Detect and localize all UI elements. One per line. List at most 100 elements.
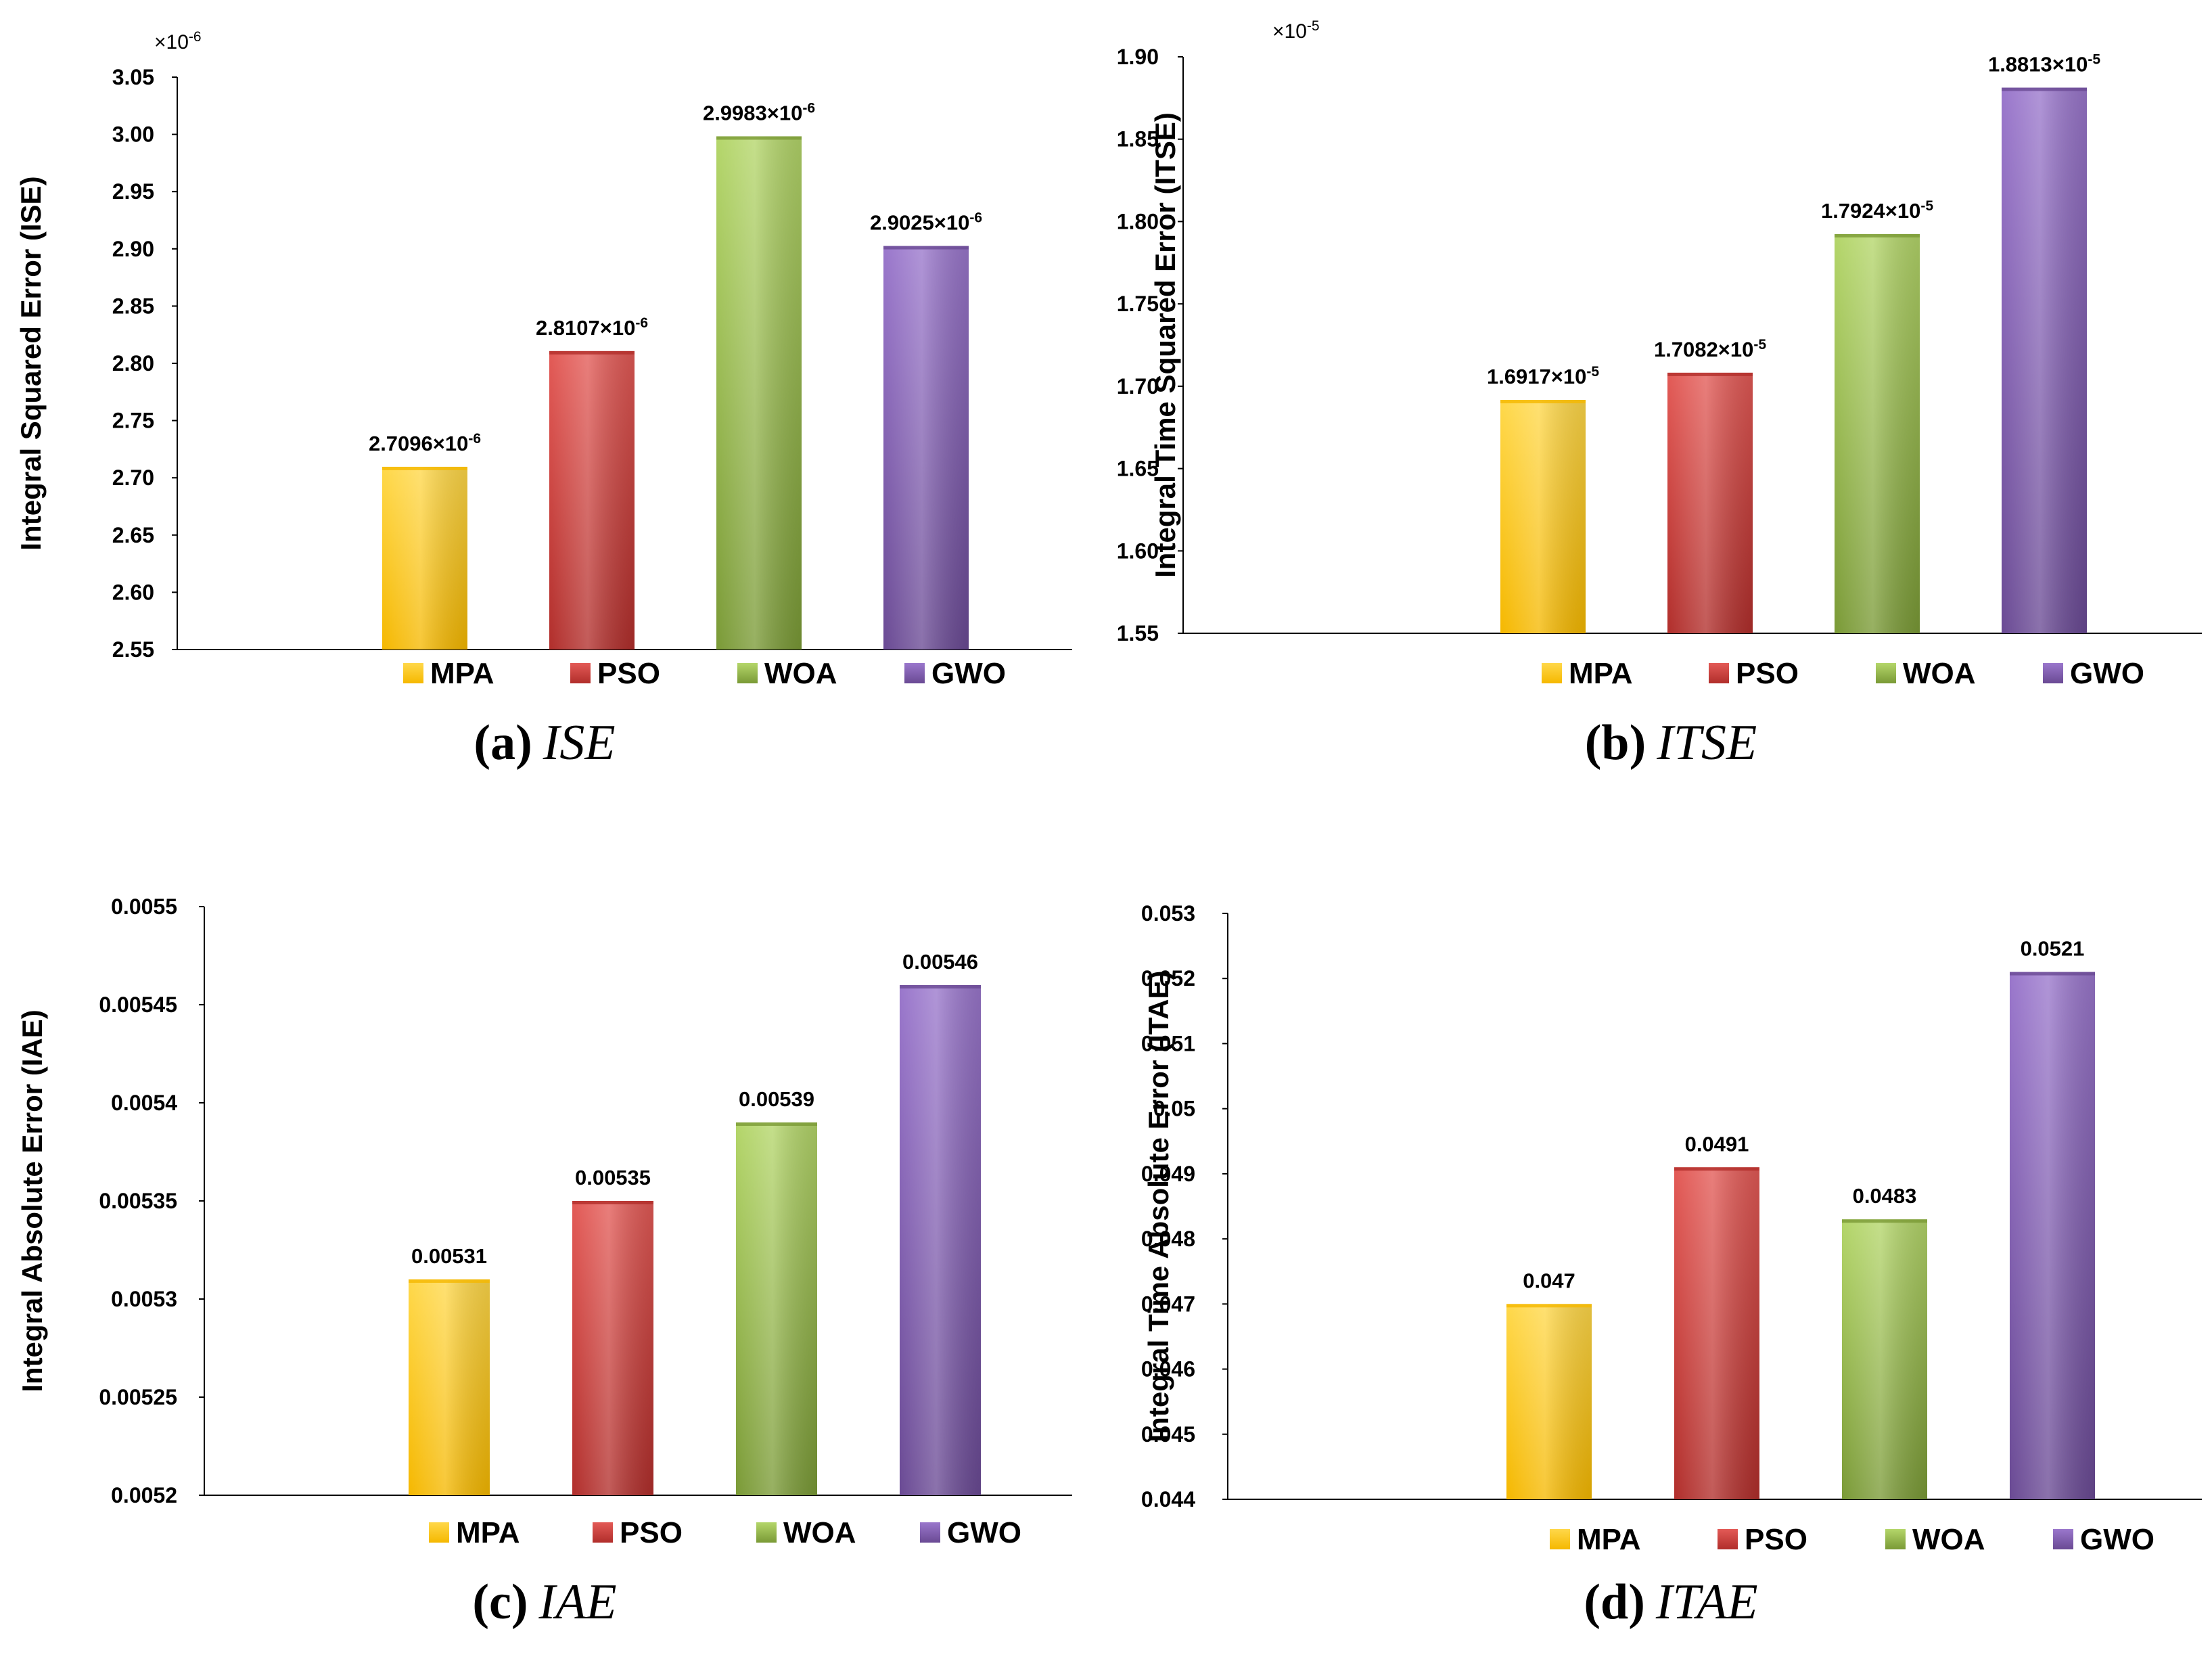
y-tick-label: 0.00525: [99, 1385, 177, 1409]
y-tick-label: 1.85: [1117, 127, 1159, 152]
chart-caption: (d) ITAE: [1584, 1574, 1757, 1630]
y-tick-label: 0.0052: [111, 1483, 177, 1507]
chart-svg-iae: 0.0052 0.00525 0.0053 0.00535 0.0054 0.00545 0…: [16, 894, 1072, 1630]
bar-cap-pso: [572, 1201, 653, 1204]
data-label-mpa: 0.00531: [411, 1244, 487, 1268]
y-tick-label: 2.70: [112, 465, 154, 490]
bar-cap-woa: [716, 136, 802, 140]
legend-swatch-woa: [1885, 1529, 1906, 1549]
y-tick-label: 2.55: [112, 637, 154, 662]
bar-cap-gwo: [2002, 87, 2087, 91]
legend-swatch-woa: [756, 1522, 777, 1543]
data-label-woa: 1.7924×10-5: [1821, 198, 1933, 223]
bar-shine-mpa: [382, 466, 467, 650]
legend-label-gwo: GWO: [2080, 1523, 2155, 1556]
legend-swatch-pso: [593, 1522, 613, 1543]
y-tick-label: 2.60: [112, 580, 154, 604]
legend-swatch-mpa: [429, 1522, 449, 1543]
bar-shine-woa: [716, 136, 802, 650]
y-axis-label: Integral Absolute Error (IAE): [16, 1009, 48, 1392]
legend-swatch-mpa: [403, 663, 423, 683]
data-label-pso: 2.8107×10-6: [536, 315, 648, 340]
axis-multiplier: ×10-6: [154, 29, 202, 54]
y-tick-label: 0.0053: [111, 1287, 177, 1311]
y-tick-label: 1.80: [1117, 209, 1159, 233]
y-tick-label: 1.55: [1117, 621, 1159, 645]
legend-label-woa: WOA: [783, 1516, 856, 1549]
bar-shine-mpa: [409, 1279, 490, 1495]
data-label-mpa: 0.047: [1523, 1269, 1575, 1292]
chart-panel-iae: 0.0052 0.00525 0.0053 0.00535 0.0054 0.00545 0…: [0, 832, 1106, 1661]
bar-shine-woa: [1842, 1219, 1927, 1499]
y-tick-label: 2.65: [112, 523, 154, 547]
bar-shine-gwo: [2002, 87, 2087, 634]
bar-cap-woa: [1842, 1219, 1927, 1223]
bar-shine-pso: [1667, 372, 1753, 633]
bar-cap-woa: [736, 1122, 817, 1126]
legend-swatch-gwo: [904, 663, 925, 683]
bar-cap-mpa: [1506, 1304, 1592, 1308]
chart-panel-itae: 0.044 0.045 0.046 0.047 0.048 0.049 0.05 0.051 0…: [1106, 832, 2212, 1661]
legend-swatch-mpa: [1550, 1529, 1570, 1549]
data-label-mpa: 2.7096×10-6: [369, 430, 481, 455]
y-axis-label: Integral Time Squared Error (ITSE): [1149, 112, 1181, 578]
y-axis-label: Integral Time Absolute Error (ITAE): [1143, 971, 1174, 1442]
y-tick-label: 2.90: [112, 237, 154, 261]
chart-svg-itae: 0.044 0.045 0.046 0.047 0.048 0.049 0.05 0.051 0…: [1141, 901, 2202, 1630]
legend-swatch-pso: [1718, 1529, 1738, 1549]
y-tick-label: 1.70: [1117, 374, 1159, 399]
data-label-pso: 0.0491: [1685, 1132, 1749, 1156]
y-tick-label: 2.95: [112, 179, 154, 204]
legend-label-gwo: GWO: [931, 657, 1006, 690]
bar-cap-gwo: [900, 985, 981, 988]
bar-cap-gwo: [2010, 972, 2095, 976]
bar-shine-mpa: [1506, 1304, 1592, 1499]
legend-label-gwo: GWO: [2070, 657, 2144, 690]
data-label-pso: 1.7082×10-5: [1654, 336, 1766, 361]
bar-shine-woa: [1835, 233, 1920, 633]
bar-shine-woa: [736, 1122, 817, 1495]
bar-cap-pso: [1667, 372, 1753, 376]
bar-shine-pso: [549, 350, 635, 650]
legend-label-pso: PSO: [597, 657, 660, 690]
legend-swatch-pso: [1709, 663, 1729, 683]
data-label-pso: 0.00535: [575, 1166, 651, 1189]
bar-shine-gwo: [883, 246, 969, 650]
y-tick-label: 2.75: [112, 409, 154, 433]
y-tick-label: 0.044: [1141, 1487, 1195, 1511]
legend-swatch-gwo: [2053, 1529, 2073, 1549]
chart-caption: (a) ISE: [474, 715, 615, 771]
y-tick-label: 3.05: [112, 65, 154, 89]
legend-label-woa: WOA: [1903, 657, 1976, 690]
legend-label-mpa: MPA: [1569, 657, 1633, 690]
y-tick-label: 0.049: [1141, 1162, 1195, 1186]
y-tick-label: 1.60: [1117, 539, 1159, 563]
y-tick-label: 2.85: [112, 294, 154, 318]
y-tick-label: 0.05: [1153, 1097, 1195, 1121]
y-tick-label: 0.048: [1141, 1227, 1195, 1251]
data-label-woa: 0.00539: [739, 1087, 814, 1111]
y-tick-label: 3.00: [112, 122, 154, 147]
legend-swatch-woa: [737, 663, 758, 683]
data-label-gwo: 0.0521: [2021, 937, 2085, 961]
y-tick-label: 2.80: [112, 351, 154, 376]
y-tick-label: 0.00545: [99, 993, 177, 1017]
bar-shine-gwo: [2010, 972, 2095, 1499]
bar-cap-mpa: [382, 466, 467, 470]
y-tick-label: 0.052: [1141, 966, 1195, 991]
chart-svg-ise: 2.55 2.60 2.65 2.70 2.75 2.80 2.85 2.90 2.95 3.00…: [15, 29, 1072, 771]
data-label-gwo: 0.00546: [902, 950, 978, 974]
legend-label-pso: PSO: [1745, 1523, 1807, 1556]
bar-cap-mpa: [1500, 400, 1586, 404]
data-label-woa: 0.0483: [1853, 1184, 1917, 1208]
legend-label-pso: PSO: [1736, 657, 1799, 690]
y-tick-label: 0.046: [1141, 1357, 1195, 1382]
legend-swatch-pso: [570, 663, 591, 683]
data-label-gwo: 2.9025×10-6: [870, 210, 982, 235]
legend-swatch-woa: [1876, 663, 1896, 683]
bar-cap-woa: [1835, 233, 1920, 237]
legend-label-gwo: GWO: [947, 1516, 1021, 1549]
chart-panel-itse: 1.55 1.60 1.65 1.70 1.75 1.80 1.85 1.90 ×10-5 Int…: [1106, 0, 2212, 829]
y-tick-label: 0.053: [1141, 901, 1195, 926]
legend-label-mpa: MPA: [456, 1516, 520, 1549]
